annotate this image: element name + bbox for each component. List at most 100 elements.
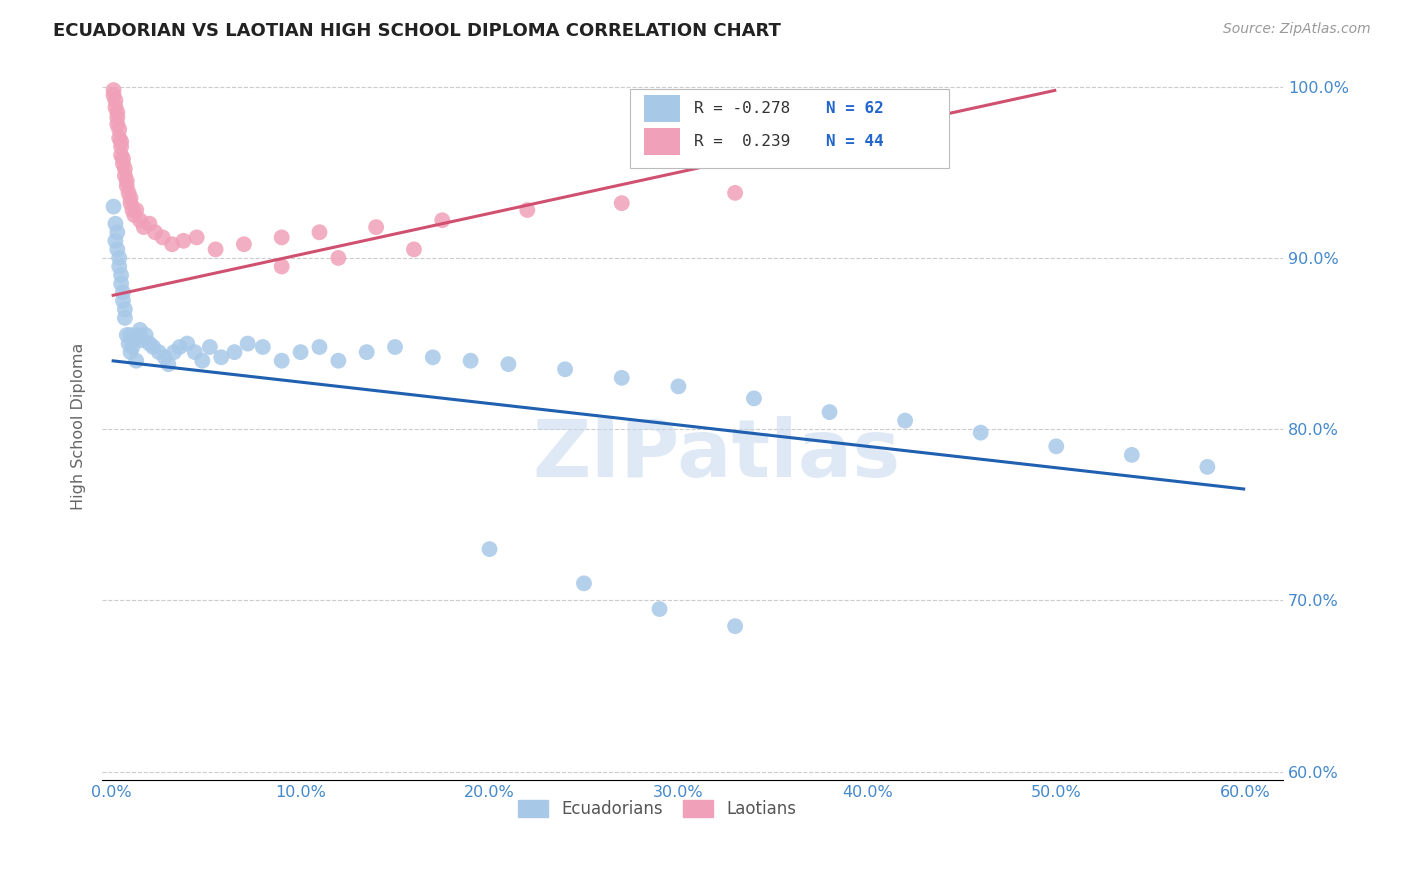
Point (111, 157, 134, 171)
Point (115, 179, 138, 194)
Point (1121, 448, 1143, 462)
Point (114, 161, 136, 176)
Point (108, 260, 131, 274)
Text: ZIPatlas: ZIPatlas (531, 416, 900, 494)
Point (236, 336, 259, 351)
FancyBboxPatch shape (630, 88, 949, 168)
Point (270, 260, 292, 274)
Point (160, 237, 183, 252)
Point (356, 345, 378, 359)
Point (478, 542, 501, 557)
Point (111, 285, 134, 300)
Point (432, 213, 454, 227)
Point (110, 139, 132, 153)
Point (308, 340, 330, 354)
Point (132, 220, 155, 235)
Point (191, 353, 214, 368)
Point (108, 122, 131, 136)
Point (142, 340, 165, 354)
Point (105, 117, 128, 131)
Text: ECUADORIAN VS LAOTIAN HIGH SCHOOL DIPLOMA CORRELATION CHART: ECUADORIAN VS LAOTIAN HIGH SCHOOL DIPLOM… (53, 22, 782, 40)
FancyBboxPatch shape (644, 95, 679, 122)
Point (176, 336, 198, 351)
Point (724, 619, 747, 633)
Point (308, 225, 330, 239)
Point (366, 220, 388, 235)
Point (184, 345, 207, 359)
Point (724, 186, 747, 200)
Point (120, 191, 142, 205)
Point (153, 351, 176, 365)
Point (252, 340, 274, 354)
Point (186, 230, 208, 244)
Point (138, 336, 160, 351)
Point (110, 148, 132, 162)
Point (103, 83, 125, 97)
Point (110, 135, 132, 149)
Point (114, 310, 136, 325)
Point (328, 353, 350, 368)
Point (152, 230, 174, 244)
Text: R =  0.239: R = 0.239 (693, 134, 790, 149)
Point (120, 196, 142, 211)
Point (648, 602, 671, 616)
Point (204, 243, 226, 257)
Point (610, 196, 633, 211)
Point (115, 328, 138, 343)
Point (1045, 439, 1067, 453)
Point (120, 328, 142, 343)
Point (111, 152, 134, 166)
Point (290, 345, 312, 359)
Text: R = -0.278: R = -0.278 (693, 101, 790, 116)
Point (894, 414, 917, 428)
Point (131, 333, 153, 347)
FancyBboxPatch shape (644, 128, 679, 155)
Point (103, 88, 125, 103)
Point (110, 277, 132, 291)
Point (115, 174, 138, 188)
Point (120, 345, 142, 359)
Y-axis label: High School Diploma: High School Diploma (72, 343, 86, 510)
Point (270, 230, 292, 244)
Point (328, 251, 350, 265)
Point (104, 100, 127, 114)
Point (554, 362, 576, 376)
Text: N = 62: N = 62 (825, 101, 884, 116)
Point (111, 293, 134, 308)
Point (460, 353, 482, 368)
Point (610, 371, 633, 385)
Point (104, 217, 127, 231)
Point (104, 234, 127, 248)
Point (127, 328, 149, 343)
Point (422, 351, 444, 365)
Point (198, 340, 221, 354)
Point (121, 202, 143, 217)
Point (172, 234, 194, 248)
Point (384, 340, 406, 354)
Point (104, 94, 127, 108)
Point (105, 225, 128, 239)
Point (103, 200, 125, 214)
Point (516, 202, 538, 217)
Text: N = 44: N = 44 (825, 134, 884, 149)
Point (108, 251, 131, 265)
Point (163, 345, 186, 359)
Point (105, 111, 128, 125)
Point (118, 186, 141, 200)
Point (114, 302, 136, 317)
Legend: Ecuadorians, Laotians: Ecuadorians, Laotians (512, 794, 803, 825)
Point (970, 425, 993, 440)
Point (125, 202, 148, 217)
Point (402, 243, 425, 257)
Point (169, 340, 191, 354)
Point (124, 333, 146, 347)
Point (818, 405, 841, 419)
Point (742, 392, 765, 406)
Point (118, 336, 141, 351)
Point (110, 268, 132, 282)
Point (572, 576, 595, 591)
Point (224, 345, 246, 359)
Point (114, 169, 136, 183)
Point (105, 105, 128, 120)
Point (270, 353, 292, 368)
